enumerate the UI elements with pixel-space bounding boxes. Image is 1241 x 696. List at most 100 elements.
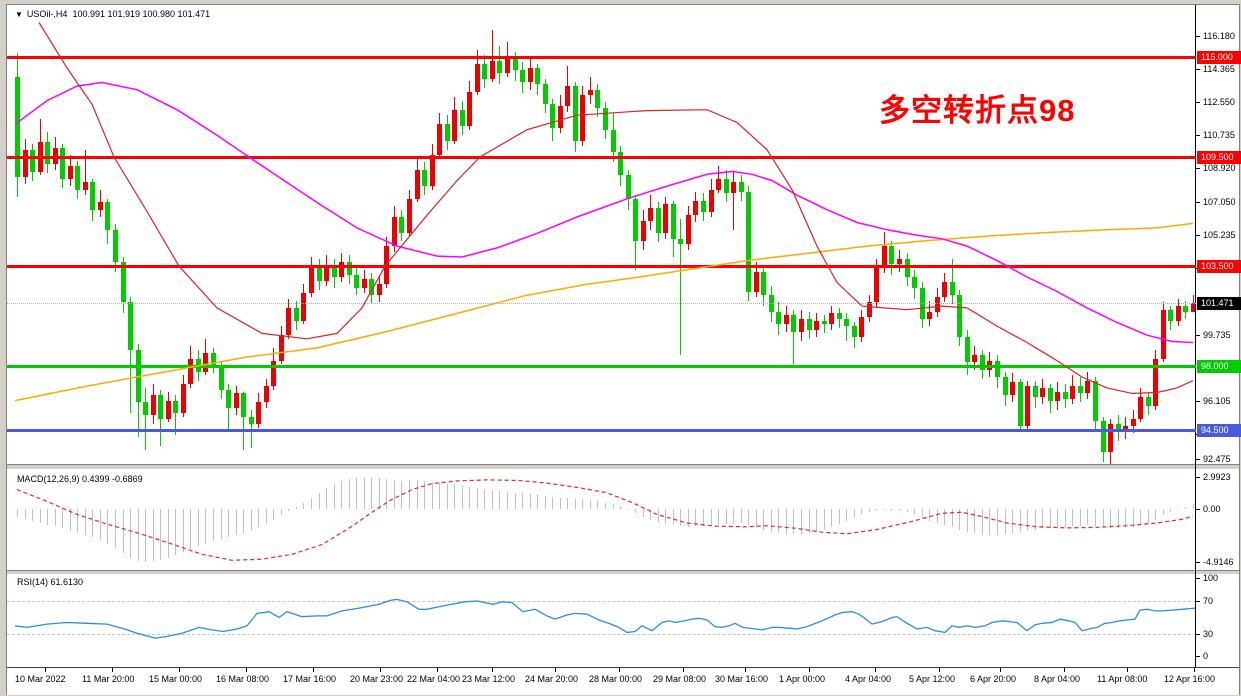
candle [822, 320, 827, 325]
candle [957, 295, 962, 337]
macd-histogram-bar [703, 509, 704, 526]
support-resistance-line[interactable] [7, 428, 1196, 432]
macd-histogram-bar [221, 509, 222, 540]
time-axis-label: 8 Apr 04:00 [1034, 674, 1081, 684]
candle [693, 200, 698, 216]
macd-histogram-bar [326, 488, 327, 509]
candle [867, 302, 872, 317]
macd-histogram-bar [319, 492, 320, 509]
macd-histogram-bar [499, 491, 500, 509]
macd-histogram-bar [484, 489, 485, 509]
rsi-axis-label: 70 [1203, 596, 1214, 606]
macd-histogram-bar [884, 509, 885, 511]
support-resistance-line[interactable] [7, 365, 1196, 369]
rsi-pane[interactable]: RSI(14) 61.6130 [7, 574, 1239, 667]
support-resistance-line[interactable] [7, 156, 1196, 159]
macd-histogram-bar [100, 509, 101, 541]
candle-wick [733, 171, 734, 230]
price-axis-tick [1196, 459, 1200, 460]
candle [317, 267, 322, 281]
candle [234, 393, 239, 408]
candle [430, 155, 435, 187]
candle [1078, 386, 1083, 394]
time-axis[interactable]: 10 Mar 2022 11 Mar 20:00 15 Mar 00:00 16 Ma… [7, 667, 1239, 695]
support-resistance-line[interactable] [7, 56, 1196, 59]
time-axis-tick [683, 668, 684, 672]
candle [1010, 382, 1015, 396]
macd-histogram-bar [25, 509, 26, 519]
candle [859, 317, 864, 337]
macd-histogram-bar [115, 509, 116, 548]
rsi-level-line [7, 634, 1196, 635]
candle [784, 315, 789, 325]
symbol-label: USOil-,H4 [26, 9, 68, 19]
candle [166, 400, 171, 419]
candle [874, 266, 879, 303]
symbol-info-bar[interactable]: ▼ USOil-,H4 100.991 101.919 100.980 101.4… [15, 9, 210, 19]
candle [1101, 420, 1106, 452]
macd-pane[interactable]: MACD(12,26,9) 0.4399 -0.6869 [7, 469, 1239, 570]
candle [829, 313, 834, 325]
price-pane[interactable]: ▼ USOil-,H4 100.991 101.919 100.980 101.4… [7, 5, 1239, 470]
candle [724, 178, 729, 194]
rsi-label: RSI(14) 61.6130 [17, 577, 84, 587]
macd-histogram-bar [85, 509, 86, 535]
time-axis-label: 29 Mar 08:00 [653, 674, 707, 684]
candle [1176, 306, 1181, 321]
candle [475, 64, 480, 92]
macd-histogram-bar [552, 496, 553, 509]
macd-histogram-bar [417, 479, 418, 509]
rsi-axis-label: 100 [1203, 573, 1219, 583]
candle [641, 220, 646, 241]
candle [452, 109, 457, 141]
price-axis-tick [1196, 101, 1200, 103]
time-axis-tick [492, 668, 493, 672]
macd-histogram-bar [258, 509, 259, 528]
macd-histogram-bar [228, 509, 229, 538]
macd-histogram-bar [1148, 509, 1149, 524]
macd-histogram-bar [190, 509, 191, 549]
macd-histogram-bar [989, 509, 990, 536]
candle [678, 238, 683, 245]
candle [1168, 309, 1173, 321]
macd-histogram-bar [386, 478, 387, 509]
candle [746, 191, 751, 292]
support-resistance-line[interactable] [7, 265, 1196, 269]
candle [972, 355, 977, 363]
price-level-badge: 115.000 [1197, 51, 1241, 64]
macd-axis-label: -4.9146 [1203, 557, 1234, 568]
candle [128, 302, 133, 350]
candle [151, 395, 156, 416]
candle [543, 84, 548, 105]
macd-histogram-bar [809, 509, 810, 533]
candle [301, 293, 306, 321]
macd-histogram-bar [1110, 509, 1111, 528]
macd-histogram-bar [32, 509, 33, 521]
candle [633, 198, 638, 241]
time-axis-label: 22 Mar 04:00 [407, 674, 461, 684]
macd-histogram-bar [1072, 509, 1073, 527]
rsi-axis-tick [1196, 578, 1200, 579]
candle [535, 67, 540, 85]
candle [1093, 380, 1098, 421]
macd-histogram-bar [763, 509, 764, 530]
time-axis-tick [1064, 668, 1065, 672]
candle [754, 271, 759, 292]
price-axis-tick [1196, 334, 1200, 336]
macd-histogram-bar [1103, 509, 1104, 527]
candle [739, 182, 744, 192]
time-axis-tick [246, 668, 247, 672]
price-axis-label: 110.735 [1203, 129, 1235, 140]
candle [1085, 380, 1090, 394]
candle [143, 402, 148, 416]
price-axis-label: 92.475 [1203, 454, 1231, 464]
time-axis-tick [619, 668, 620, 672]
macd-histogram-bar [175, 509, 176, 556]
rsi-axis-label: 0 [1203, 651, 1209, 661]
candle [90, 182, 95, 210]
candle [264, 386, 269, 403]
candle [648, 207, 653, 221]
dropdown-arrow-icon[interactable]: ▼ [15, 10, 23, 19]
macd-histogram-bar [1035, 509, 1036, 530]
macd-histogram-bar [522, 493, 523, 509]
